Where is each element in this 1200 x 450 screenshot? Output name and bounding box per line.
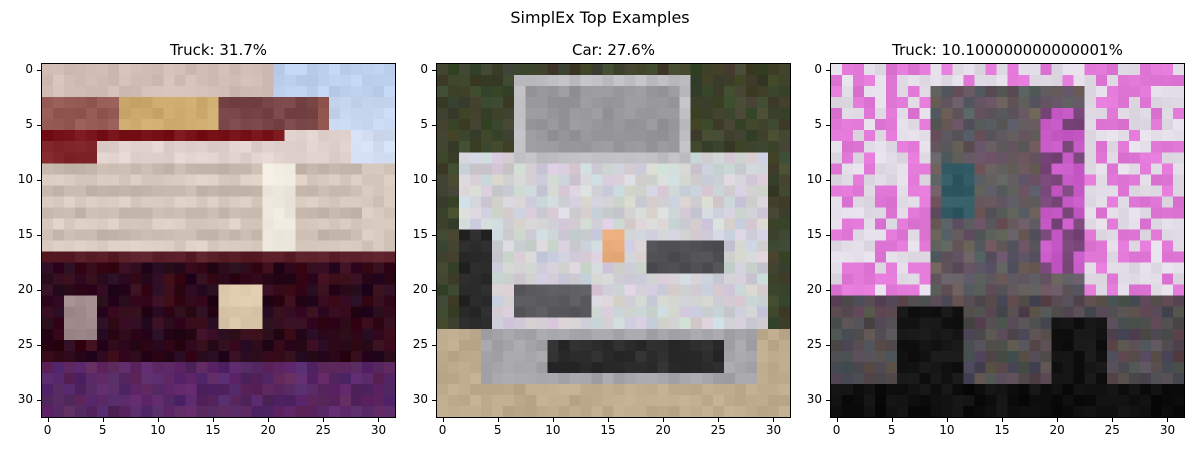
x-tick-mark bbox=[718, 417, 720, 422]
panel-image bbox=[830, 63, 1185, 418]
figure-suptitle: SimplEx Top Examples bbox=[510, 8, 690, 27]
y-tick-label: 0 bbox=[814, 61, 822, 76]
y-tick-label: 15 bbox=[412, 226, 428, 241]
x-tick-mark bbox=[773, 417, 775, 422]
y-tick-mark bbox=[37, 400, 42, 402]
x-tick-label: 0 bbox=[832, 423, 841, 437]
x-tick-label: 25 bbox=[315, 423, 331, 437]
x-tick-mark bbox=[102, 417, 104, 422]
y-tick-label: 30 bbox=[412, 392, 428, 407]
y-tick-label: 10 bbox=[17, 171, 33, 186]
x-tick-label: 25 bbox=[710, 423, 726, 437]
y-tick-mark bbox=[826, 290, 831, 292]
y-tick-mark bbox=[826, 124, 831, 126]
x-tick-mark bbox=[47, 417, 49, 422]
x-tick-mark bbox=[442, 417, 444, 422]
x-tick-label: 20 bbox=[1049, 423, 1065, 437]
y-tick-mark bbox=[826, 234, 831, 236]
y-tick-label: 25 bbox=[17, 337, 33, 352]
y-tick-mark bbox=[826, 69, 831, 71]
x-tick-label: 10 bbox=[939, 423, 955, 437]
x-tick-mark bbox=[378, 417, 380, 422]
x-tick-label: 0 bbox=[43, 423, 52, 437]
y-tick-mark bbox=[826, 179, 831, 181]
x-tick-mark bbox=[268, 417, 270, 422]
y-tick-mark bbox=[432, 124, 437, 126]
x-tick-label: 0 bbox=[438, 423, 447, 437]
y-tick-mark bbox=[432, 345, 437, 347]
x-tick-label: 15 bbox=[600, 423, 616, 437]
pixel-canvas bbox=[437, 64, 790, 417]
x-tick-mark bbox=[1112, 417, 1114, 422]
y-tick-mark bbox=[37, 124, 42, 126]
x-tick-label: 5 bbox=[98, 423, 107, 437]
x-tick-mark bbox=[946, 417, 948, 422]
panel-title: Car: 27.6% bbox=[571, 41, 656, 59]
x-tick-label: 30 bbox=[765, 423, 782, 437]
y-tick-label: 30 bbox=[806, 392, 822, 407]
x-tick-label: 15 bbox=[205, 423, 221, 437]
pixel-canvas bbox=[42, 64, 395, 417]
y-tick-mark bbox=[432, 234, 437, 236]
y-tick-label: 20 bbox=[17, 282, 33, 297]
y-tick-mark bbox=[432, 290, 437, 292]
y-tick-label: 10 bbox=[412, 171, 428, 186]
y-tick-mark bbox=[37, 179, 42, 181]
y-tick-label: 25 bbox=[806, 337, 822, 352]
y-tick-mark bbox=[37, 290, 42, 292]
x-tick-mark bbox=[497, 417, 499, 422]
y-tick-label: 15 bbox=[17, 226, 33, 241]
x-tick-label: 30 bbox=[370, 423, 387, 437]
y-tick-label: 0 bbox=[420, 61, 428, 76]
y-tick-label: 5 bbox=[814, 116, 822, 131]
x-tick-label: 15 bbox=[994, 423, 1010, 437]
y-tick-label: 5 bbox=[420, 116, 428, 131]
x-tick-label: 20 bbox=[260, 423, 276, 437]
y-tick-mark bbox=[37, 345, 42, 347]
x-tick-mark bbox=[1001, 417, 1003, 422]
x-tick-label: 5 bbox=[887, 423, 896, 437]
x-tick-mark bbox=[212, 417, 214, 422]
x-tick-label: 5 bbox=[493, 423, 502, 437]
y-tick-label: 20 bbox=[806, 282, 822, 297]
panel-title: Truck: 10.100000000000001% bbox=[892, 41, 1123, 59]
x-tick-label: 25 bbox=[1104, 423, 1120, 437]
y-tick-mark bbox=[37, 69, 42, 71]
y-tick-label: 10 bbox=[806, 171, 822, 186]
y-tick-mark bbox=[432, 179, 437, 181]
x-tick-mark bbox=[552, 417, 554, 422]
x-tick-label: 30 bbox=[1159, 423, 1176, 437]
y-tick-mark bbox=[432, 69, 437, 71]
y-tick-label: 15 bbox=[806, 226, 822, 241]
x-tick-mark bbox=[157, 417, 159, 422]
x-tick-mark bbox=[607, 417, 609, 422]
x-tick-mark bbox=[663, 417, 665, 422]
y-tick-label: 5 bbox=[25, 116, 33, 131]
y-tick-label: 0 bbox=[25, 61, 33, 76]
y-tick-label: 20 bbox=[412, 282, 428, 297]
x-tick-mark bbox=[1167, 417, 1169, 422]
y-tick-label: 30 bbox=[17, 392, 33, 407]
y-tick-mark bbox=[37, 234, 42, 236]
x-tick-mark bbox=[836, 417, 838, 422]
y-tick-mark bbox=[826, 345, 831, 347]
x-tick-mark bbox=[891, 417, 893, 422]
pixel-canvas bbox=[831, 64, 1184, 417]
y-tick-label: 25 bbox=[412, 337, 428, 352]
panel-image bbox=[41, 63, 396, 418]
y-tick-mark bbox=[432, 400, 437, 402]
x-tick-label: 10 bbox=[545, 423, 561, 437]
x-tick-mark bbox=[323, 417, 325, 422]
x-tick-label: 20 bbox=[655, 423, 671, 437]
y-tick-mark bbox=[826, 400, 831, 402]
x-tick-label: 10 bbox=[150, 423, 166, 437]
x-tick-mark bbox=[1057, 417, 1059, 422]
panel-title: Truck: 31.7% bbox=[169, 41, 268, 59]
panel-image bbox=[436, 63, 791, 418]
